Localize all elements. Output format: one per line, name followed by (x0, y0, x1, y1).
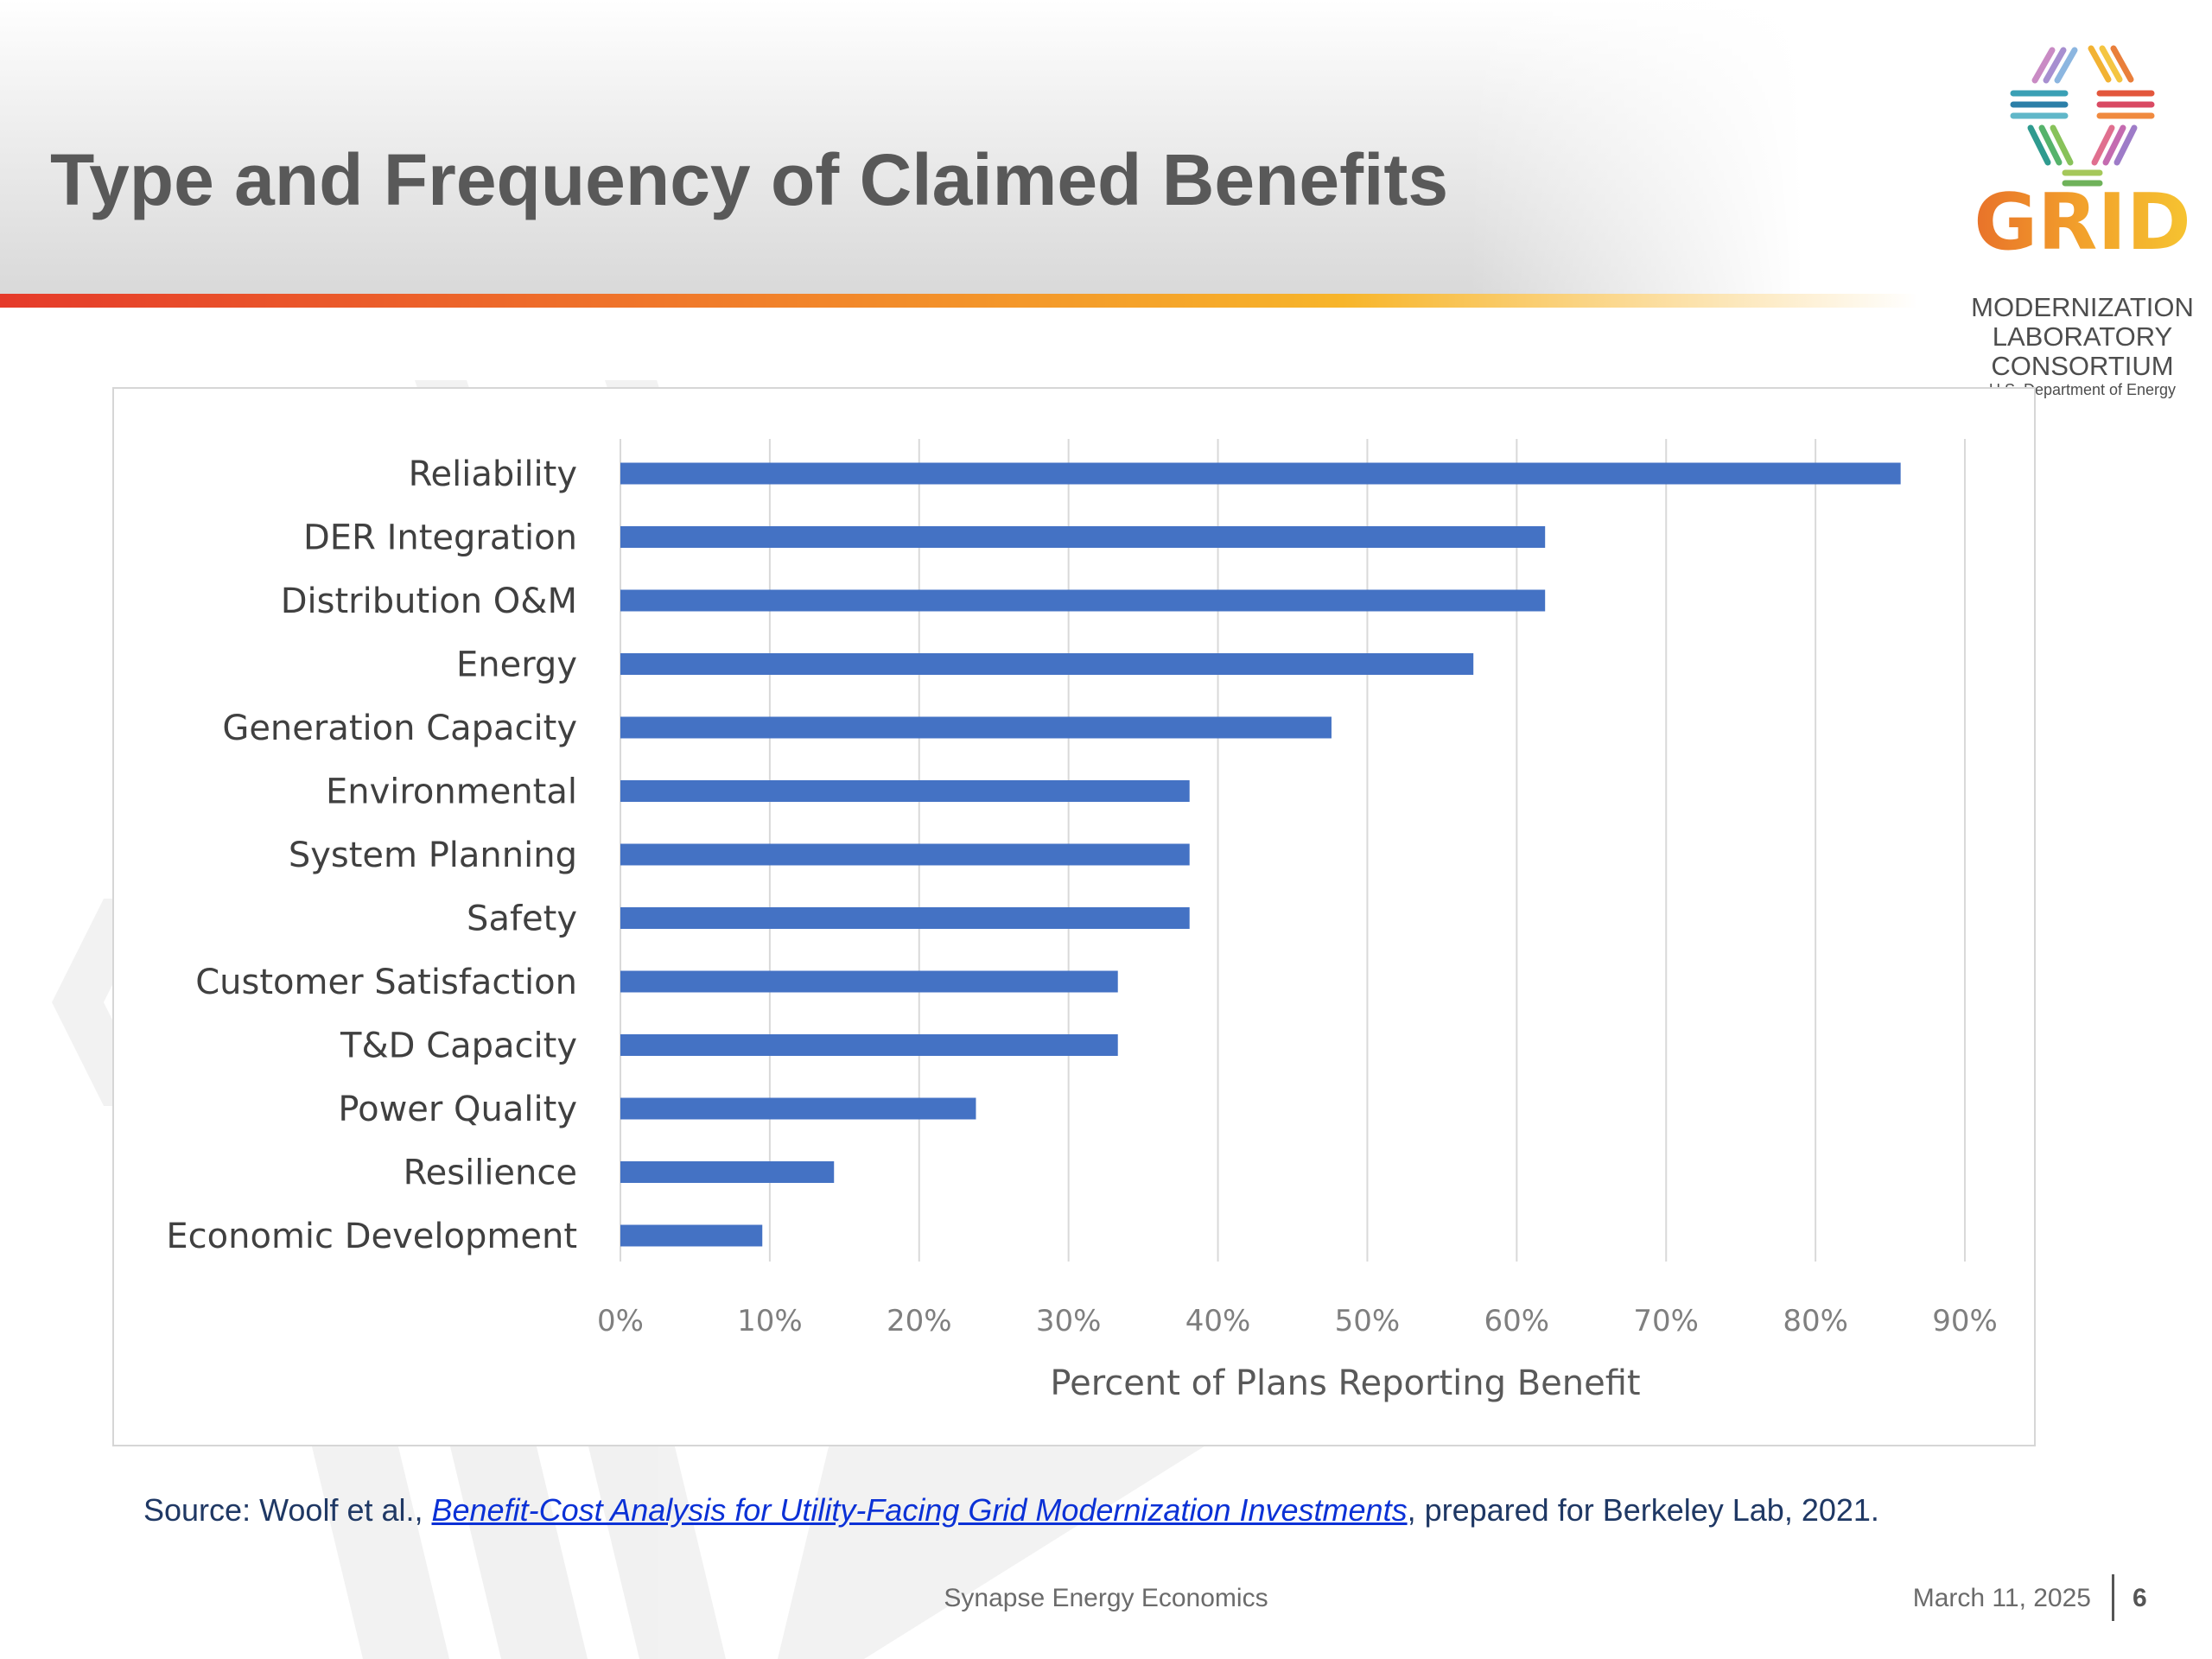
source-prefix: Source: Woolf et al., (143, 1492, 432, 1528)
x-tick-label: 40% (1185, 1304, 1251, 1338)
grid-logo: GRID MODERNIZATION LABORATORY CONSORTIUM… (1970, 41, 2195, 398)
source-suffix: , prepared for Berkeley Lab, 2021. (1407, 1492, 1879, 1528)
category-label: Resilience (404, 1154, 577, 1193)
category-label: Power Quality (338, 1090, 577, 1129)
category-label: Economic Development (166, 1217, 577, 1256)
grid-hexagon-icon (2010, 45, 2155, 187)
bar (620, 780, 1190, 802)
accent-line (0, 294, 1918, 308)
source-link[interactable]: Benefit-Cost Analysis for Utility-Facing… (431, 1492, 1408, 1528)
chart-tick-labels: 0% 10% 20% 30% 40% 50% 60% 70% 80% 90% (597, 1304, 1998, 1338)
logo-line-3: CONSORTIUM (1991, 351, 2174, 381)
x-tick-label: 30% (1036, 1304, 1102, 1338)
x-tick-label: 10% (737, 1304, 803, 1338)
bar (620, 589, 1546, 612)
footer-divider (2112, 1574, 2114, 1621)
slide-title: Type and Frequency of Claimed Benefits (50, 139, 1449, 220)
bar (620, 1224, 763, 1247)
chart-category-labels: Reliability DER Integration Distribution O… (166, 454, 577, 1256)
footer-organization: Synapse Energy Economics (944, 1584, 1268, 1612)
bar (620, 907, 1190, 929)
bar (620, 970, 1118, 993)
bar-chart: Reliability DER Integration Distribution O… (166, 439, 1998, 1403)
bar (620, 462, 1901, 485)
header-fade (1469, 0, 2212, 311)
category-label: Reliability (409, 454, 577, 494)
category-label: DER Integration (303, 518, 577, 558)
x-tick-label: 70% (1633, 1304, 1699, 1338)
chart-bars (620, 462, 1901, 1247)
category-label: Environmental (326, 772, 577, 812)
footer-date: March 11, 2025 (1912, 1584, 2091, 1612)
x-tick-label: 50% (1335, 1304, 1401, 1338)
logo-line-1: MODERNIZATION (1971, 292, 2194, 322)
bar (620, 526, 1546, 548)
bar (620, 1097, 976, 1120)
category-label: System Planning (289, 836, 577, 875)
x-tick-label: 90% (1932, 1304, 1998, 1338)
category-label: Generation Capacity (222, 709, 577, 748)
x-tick-label: 0% (597, 1304, 644, 1338)
x-tick-label: 60% (1484, 1304, 1550, 1338)
bar (620, 653, 1474, 675)
chart-x-axis-label: Percent of Plans Reporting Benefit (1050, 1363, 1640, 1403)
page-number: 6 (2133, 1584, 2147, 1612)
bar (620, 843, 1190, 866)
category-label: Customer Satisfaction (195, 963, 577, 1002)
x-tick-label: 20% (887, 1304, 952, 1338)
x-tick-label: 80% (1783, 1304, 1848, 1338)
category-label: Safety (467, 899, 577, 939)
logo-wordmark: GRID (1970, 180, 2195, 266)
logo-line-2: LABORATORY (1992, 321, 2173, 352)
category-label: Distribution O&M (281, 582, 577, 621)
bar (620, 1034, 1118, 1056)
source-citation: Source: Woolf et al., Benefit-Cost Analy… (143, 1488, 1941, 1533)
category-label: T&D Capacity (340, 1027, 577, 1066)
category-label: Energy (456, 645, 577, 685)
bar (620, 716, 1332, 739)
bar (620, 1161, 835, 1183)
